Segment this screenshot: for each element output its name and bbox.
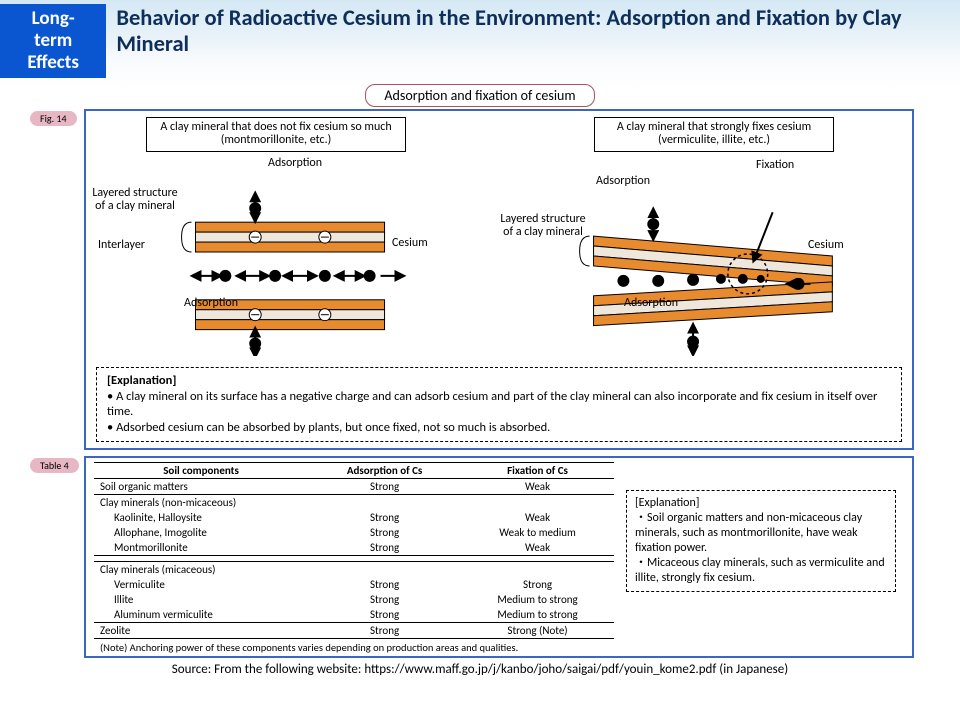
right-mineral-caption: A clay mineral that strongly fixes cesiu… <box>594 117 834 153</box>
col-fix: Fixation of Cs <box>461 462 614 478</box>
table-row: Kaolinite, HalloysiteStrongWeak <box>94 510 614 525</box>
table-note: (Note) Anchoring power of these componen… <box>94 639 614 654</box>
subtitle-wrap: Adsorption and fixation of cesium <box>0 84 960 107</box>
badge: Long-term Effects <box>0 4 106 78</box>
table-label: Table 4 <box>30 458 79 473</box>
table-panel: Table 4 Soil components Adsorption of Cs… <box>84 456 914 658</box>
source-line: Source: From the following website: http… <box>0 662 960 677</box>
explanation2-b2: ・Micaceous clay minerals, such as vermic… <box>635 556 887 586</box>
badge-line1: Long-term <box>32 7 75 52</box>
label-cesium-right: Cesium <box>808 239 844 252</box>
explanation1-b2: • Adsorbed cesium can be absorbed by pla… <box>107 420 891 436</box>
right-clay-svg <box>504 156 902 356</box>
table-row: Soil organic mattersStrongWeak <box>94 478 614 494</box>
col-soil: Soil components <box>94 462 308 478</box>
table-wrap: Soil components Adsorption of Cs Fixatio… <box>94 462 614 654</box>
explanation2-b1: ・Soil organic matters and non-micaceous … <box>635 511 887 556</box>
label-adsorption-bot-left: Adsorption <box>184 297 238 310</box>
left-mineral-caption: A clay mineral that does not fix cesium … <box>146 117 406 153</box>
explanation-box-2: [Explanation] ・Soil organic matters and … <box>626 490 896 592</box>
table-header-row: Soil components Adsorption of Cs Fixatio… <box>94 462 614 478</box>
table-row: VermiculiteStrongStrong <box>94 577 614 592</box>
header: Long-term Effects Behavior of Radioactiv… <box>0 0 960 78</box>
figure-panel: Fig. 14 A clay mineral that does not fix… <box>84 109 914 450</box>
table-row: Clay minerals (micaceous) <box>94 561 614 577</box>
subtitle: Adsorption and fixation of cesium <box>365 84 594 107</box>
page-title: Behavior of Radioactive Cesium in the En… <box>106 4 950 58</box>
diagram-left: A clay mineral that does not fix cesium … <box>96 117 494 362</box>
label-layered-right: Layered structure of a clay mineral <box>498 213 588 239</box>
label-fixation: Fixation <box>756 159 794 172</box>
label-adsorption-top-left: Adsorption <box>268 157 322 170</box>
label-interlayer: Interlayer <box>98 239 145 252</box>
table-row: MontmorilloniteStrongWeak <box>94 540 614 556</box>
col-ads: Adsorption of Cs <box>308 462 461 478</box>
explanation1-head: [Explanation] <box>107 373 891 389</box>
explanation-box-1: [Explanation] • A clay mineral on its su… <box>96 367 902 442</box>
table-row: IlliteStrongMedium to strong <box>94 592 614 607</box>
label-cesium-left: Cesium <box>392 237 428 250</box>
explanation1-b1: • A clay mineral on its surface has a ne… <box>107 389 891 420</box>
explanation2-head: [Explanation] <box>635 496 887 511</box>
table-row: ZeoliteStrongStrong (Note) <box>94 622 614 638</box>
diagram-right: A clay mineral that strongly fixes cesiu… <box>504 117 902 362</box>
soil-table: Soil components Adsorption of Cs Fixatio… <box>94 462 614 639</box>
figure-label: Fig. 14 <box>30 111 77 126</box>
table-row: Aluminum vermiculiteStrongMedium to stro… <box>94 607 614 623</box>
badge-line2: Effects <box>27 51 79 74</box>
label-adsorption-top-right: Adsorption <box>596 175 650 188</box>
label-layered-left: Layered structure of a clay mineral <box>90 187 180 213</box>
diagram-row: A clay mineral that does not fix cesium … <box>86 111 912 366</box>
label-adsorption-bot-right: Adsorption <box>624 297 678 310</box>
table-row: Clay minerals (non-micaceous) <box>94 494 614 510</box>
table-row: Allophane, ImogoliteStrongWeak to medium <box>94 525 614 540</box>
